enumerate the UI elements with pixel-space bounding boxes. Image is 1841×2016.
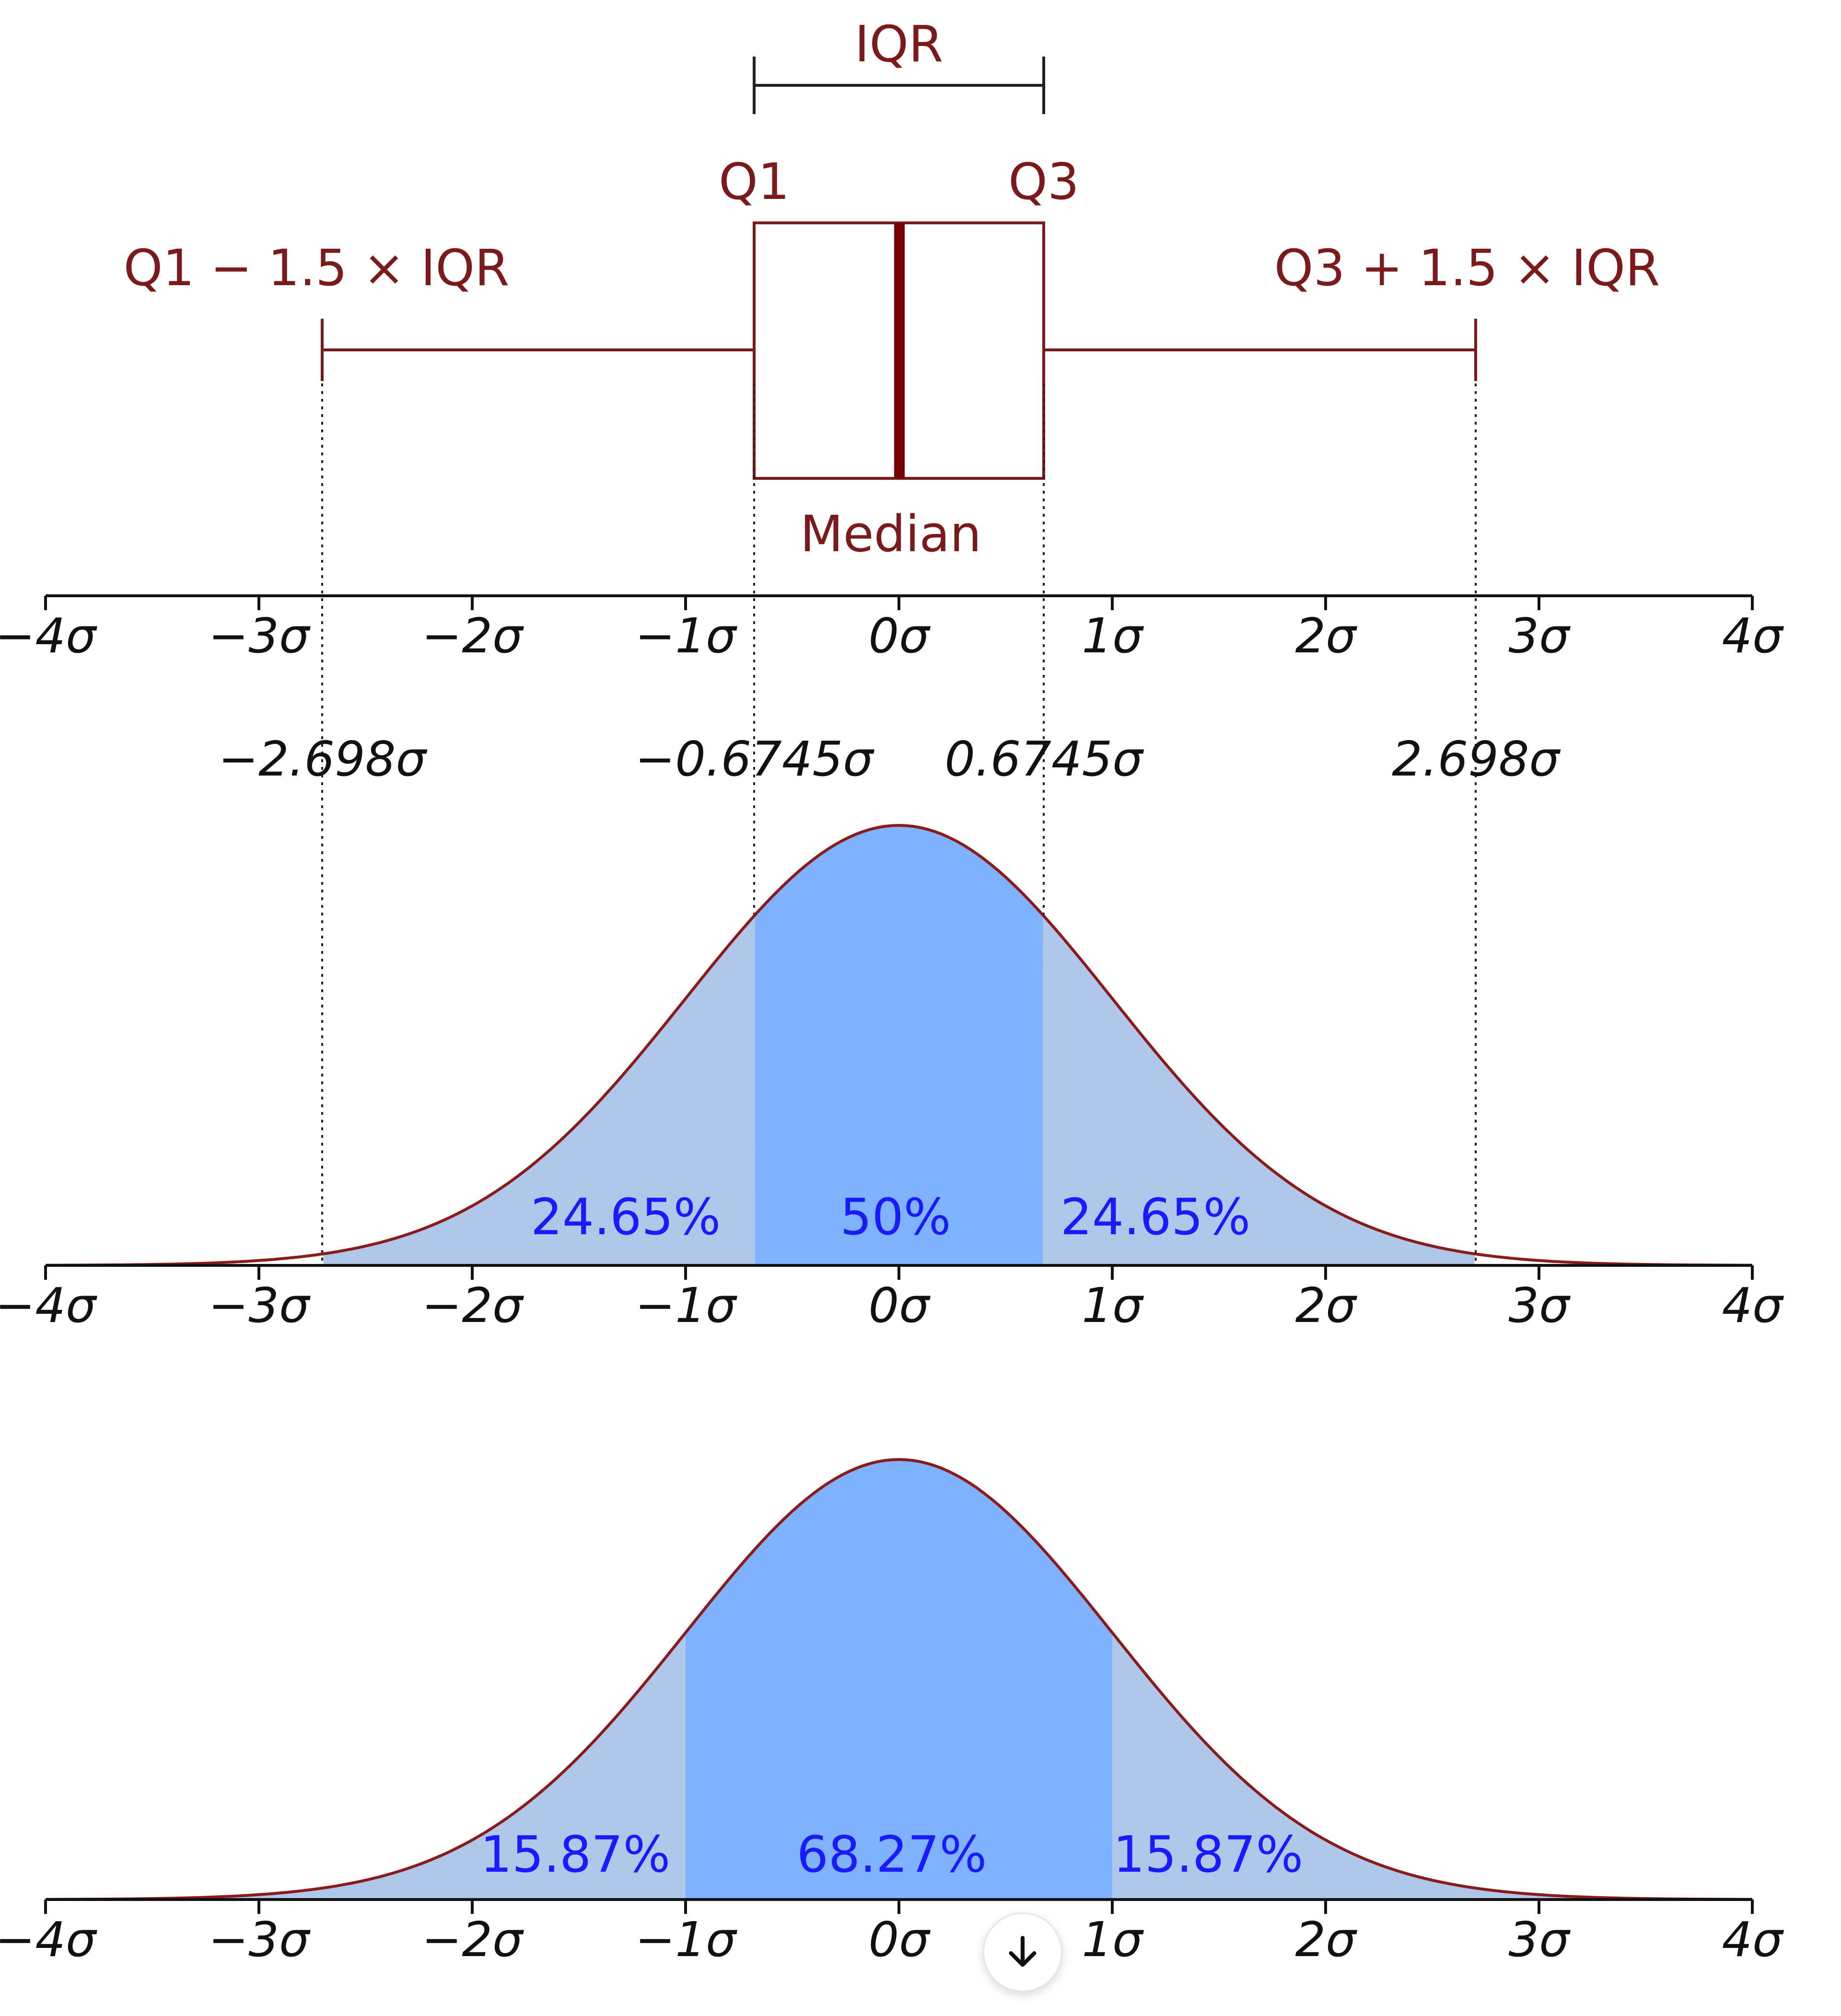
axis-tick-label: 1σ: [1082, 1912, 1144, 1968]
upper-fence-label: Q3 + 1.5 × IQR: [1274, 239, 1660, 297]
axis-tick-label: 3σ: [1508, 608, 1571, 664]
axis-tick-label: −1σ: [635, 1277, 737, 1333]
pct-right-label: 24.65%: [1060, 1188, 1251, 1246]
lower-fence-label: Q1 − 1.5 × IQR: [124, 239, 510, 297]
axis-tick-label: −3σ: [209, 1277, 311, 1333]
axis-tick-label: −1σ: [635, 608, 737, 664]
q1-label: Q1: [719, 152, 790, 211]
q3-label: Q3: [1008, 152, 1079, 211]
pct-left-label: 15.87%: [480, 1825, 671, 1884]
axis-tick-label: 2σ: [1295, 1912, 1357, 1968]
quantile-label-lower-fence: −2.698σ: [218, 731, 427, 787]
scroll-down-button[interactable]: [983, 1912, 1062, 1992]
axis-tick-label: 3σ: [1508, 1912, 1571, 1968]
quantile-guide-lines: [321, 383, 1477, 1263]
quantile-label-upper-fence: 2.698σ: [1392, 731, 1561, 787]
axis-tick-label: −3σ: [209, 608, 311, 664]
median-line: [894, 223, 905, 478]
axis-tick-label: −1σ: [635, 1912, 737, 1968]
arrow-down-icon: [1009, 1935, 1037, 1967]
axis-tick-label: 4σ: [1722, 1912, 1784, 1968]
axis-tick-label: 2σ: [1295, 608, 1357, 664]
axis-tick-label: 0σ: [868, 1277, 931, 1333]
axis-tick-label: 4σ: [1722, 1277, 1784, 1333]
normal-curve-sigma-panel: 15.87% 68.27% 15.87% −4σ −3σ −2σ −1σ 0σ 1σ 2σ 3…: [0, 1458, 1784, 1968]
normal-curve-iqr-panel: 24.65% 50% 24.65% −4σ −3σ −2σ −1σ 0σ 1σ 2σ 3σ 4σ: [0, 823, 1784, 1333]
boxplot-panel: IQR Q1 Q3 Q1 − 1.5 × IQR Q3 + 1.5 × IQR …: [124, 15, 1660, 563]
axis-tick-label: −4σ: [0, 608, 97, 664]
pct-right-label: 15.87%: [1113, 1825, 1304, 1884]
quantile-label-q3: 0.6745σ: [944, 731, 1144, 787]
pct-center-label: 50%: [840, 1188, 951, 1246]
quantile-labels: −2.698σ −0.6745σ 0.6745σ 2.698σ: [218, 731, 1561, 787]
axis-tick-label: 0σ: [868, 608, 931, 664]
pct-center-label: 68.27%: [797, 1825, 987, 1884]
iqr-region-fill: [755, 825, 1043, 1265]
normal-curve: [45, 1458, 1753, 1901]
pct-left-label: 24.65%: [531, 1188, 721, 1246]
iqr-label: IQR: [855, 15, 944, 73]
axis-tick-label: 3σ: [1508, 1277, 1571, 1333]
axis-tick-label: −2σ: [422, 1277, 524, 1333]
axis-top: −4σ −3σ −2σ −1σ 0σ 1σ 2σ 3σ 4σ: [0, 594, 1784, 664]
axis-tick-label: −2σ: [422, 608, 524, 664]
axis-tick-label: −2σ: [422, 1912, 524, 1968]
axis-tick-label: −3σ: [209, 1912, 311, 1968]
one-sigma-region-fill: [686, 1460, 1112, 1900]
axis-tick-label: 4σ: [1722, 608, 1784, 664]
axis-tick-label: 0σ: [868, 1912, 931, 1968]
quantile-label-q1: −0.6745σ: [635, 731, 874, 787]
axis-tick-label: −4σ: [0, 1912, 97, 1968]
axis-tick-label: 1σ: [1082, 608, 1144, 664]
axis-tick-label: −4σ: [0, 1277, 97, 1333]
normal-curve: [45, 823, 1753, 1267]
median-label: Median: [800, 505, 981, 563]
axis-tick-label: 2σ: [1295, 1277, 1357, 1333]
axis-tick-label: 1σ: [1082, 1277, 1144, 1333]
